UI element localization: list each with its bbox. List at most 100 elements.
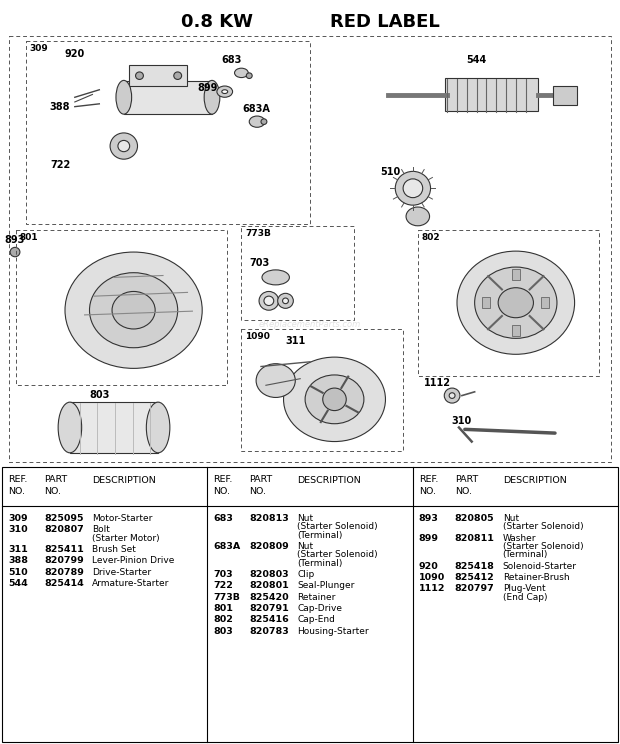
Text: NO.: NO.: [44, 487, 61, 496]
Text: 820805: 820805: [454, 514, 494, 523]
Ellipse shape: [261, 119, 267, 124]
Text: 1112: 1112: [418, 584, 445, 594]
Ellipse shape: [406, 207, 430, 225]
Text: 683A: 683A: [242, 103, 270, 114]
Ellipse shape: [323, 388, 346, 411]
Ellipse shape: [449, 393, 455, 398]
Ellipse shape: [262, 270, 290, 285]
Text: Lever-Pinion Drive: Lever-Pinion Drive: [92, 557, 174, 565]
Text: 311: 311: [8, 545, 28, 554]
Text: 825420: 825420: [249, 593, 289, 602]
Text: 825416: 825416: [249, 615, 289, 624]
Text: DESCRIPTION: DESCRIPTION: [92, 476, 156, 485]
Text: 893: 893: [5, 235, 25, 245]
Text: 1112: 1112: [424, 379, 451, 388]
Text: Solenoid-Starter: Solenoid-Starter: [503, 562, 577, 571]
Text: Armature-Starter: Armature-Starter: [92, 579, 169, 588]
Text: (Terminal): (Terminal): [298, 530, 343, 540]
Ellipse shape: [146, 403, 170, 453]
Ellipse shape: [234, 68, 248, 77]
Ellipse shape: [259, 292, 278, 310]
Ellipse shape: [396, 171, 430, 205]
Text: 825095: 825095: [44, 514, 84, 523]
Bar: [512, 325, 520, 336]
Text: 820791: 820791: [249, 604, 289, 613]
Text: 309: 309: [8, 514, 28, 523]
Text: 820809: 820809: [249, 542, 289, 551]
Text: RED LABEL: RED LABEL: [329, 13, 440, 31]
Text: 722: 722: [50, 160, 70, 170]
Text: NO.: NO.: [249, 487, 267, 496]
Ellipse shape: [118, 141, 130, 152]
Ellipse shape: [217, 86, 232, 97]
Ellipse shape: [249, 116, 265, 127]
Ellipse shape: [116, 80, 131, 114]
Text: NO.: NO.: [418, 487, 436, 496]
Text: Clip: Clip: [298, 570, 314, 579]
Text: 1090: 1090: [246, 332, 270, 341]
Text: DESCRIPTION: DESCRIPTION: [503, 476, 567, 485]
Text: Retainer: Retainer: [298, 593, 335, 602]
Text: Nut: Nut: [298, 514, 314, 523]
Text: Drive-Starter: Drive-Starter: [92, 568, 151, 577]
Text: (Starter Solenoid): (Starter Solenoid): [298, 551, 378, 559]
Text: 683A: 683A: [213, 542, 241, 551]
Text: PART: PART: [249, 475, 273, 484]
Text: 825418: 825418: [454, 562, 495, 571]
Text: 820801: 820801: [249, 581, 289, 591]
Text: Nut: Nut: [503, 514, 519, 523]
Text: (Starter Solenoid): (Starter Solenoid): [298, 522, 378, 531]
Text: 899: 899: [418, 533, 439, 543]
Text: 544: 544: [8, 579, 28, 588]
Text: 825414: 825414: [44, 579, 84, 588]
Text: Brush Set: Brush Set: [92, 545, 136, 554]
Text: 820797: 820797: [454, 584, 494, 594]
Bar: [418, 231, 599, 376]
Ellipse shape: [222, 90, 228, 94]
Text: 801: 801: [213, 604, 233, 613]
Text: 309: 309: [30, 44, 48, 53]
Text: (Terminal): (Terminal): [298, 559, 343, 568]
Ellipse shape: [65, 252, 202, 368]
Text: Nut: Nut: [298, 542, 314, 551]
Text: NO.: NO.: [213, 487, 231, 496]
Text: 825411: 825411: [44, 545, 84, 554]
Text: 773B: 773B: [213, 593, 240, 602]
Text: 803: 803: [213, 626, 233, 635]
Ellipse shape: [112, 292, 155, 329]
Text: 773B: 773B: [246, 228, 271, 237]
Ellipse shape: [305, 375, 364, 424]
Ellipse shape: [10, 247, 20, 257]
Text: 825412: 825412: [454, 573, 494, 582]
Text: 802: 802: [422, 234, 440, 243]
Text: 510: 510: [380, 167, 401, 177]
Ellipse shape: [445, 388, 460, 403]
Ellipse shape: [403, 179, 423, 198]
Text: 899: 899: [197, 83, 217, 93]
Text: NO.: NO.: [8, 487, 25, 496]
Ellipse shape: [498, 288, 533, 318]
Bar: [70, 402, 158, 453]
Bar: [129, 65, 187, 86]
Text: 920: 920: [418, 562, 438, 571]
Text: (Starter Solenoid): (Starter Solenoid): [503, 542, 583, 551]
Text: DESCRIPTION: DESCRIPTION: [298, 476, 361, 485]
Text: REF.: REF.: [213, 475, 232, 484]
Ellipse shape: [283, 357, 386, 441]
Text: 310: 310: [8, 525, 28, 534]
Text: 311: 311: [285, 336, 306, 346]
Text: (End Cap): (End Cap): [503, 593, 547, 602]
Text: Washer: Washer: [503, 533, 536, 543]
Text: 802: 802: [213, 615, 233, 624]
Ellipse shape: [457, 251, 575, 354]
Bar: [482, 297, 490, 308]
Text: PART: PART: [454, 475, 478, 484]
Text: (Terminal): (Terminal): [503, 551, 548, 559]
Text: 1090: 1090: [418, 573, 445, 582]
Text: Seal-Plunger: Seal-Plunger: [298, 581, 355, 591]
Ellipse shape: [475, 267, 557, 339]
Text: 801: 801: [20, 234, 38, 243]
Ellipse shape: [283, 298, 288, 304]
Ellipse shape: [256, 364, 295, 397]
Text: 920: 920: [64, 49, 85, 59]
